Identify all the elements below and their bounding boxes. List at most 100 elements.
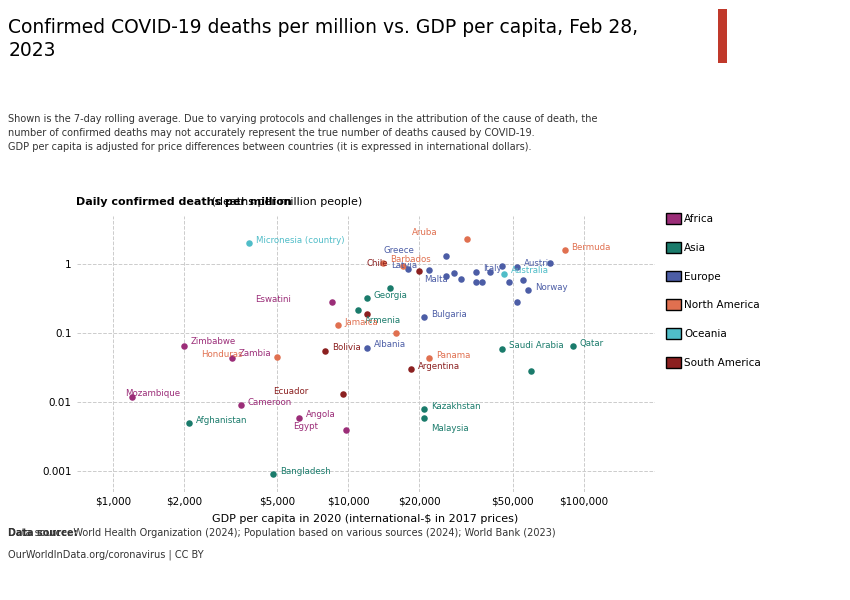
Text: Bermuda: Bermuda (571, 243, 611, 252)
Point (242, 239, 256, 248)
Text: Oceania: Oceania (684, 329, 727, 339)
Point (267, 470, 280, 479)
Point (319, 346, 332, 355)
Point (558, 245, 571, 255)
Text: Greece: Greece (383, 247, 414, 256)
Point (360, 343, 374, 352)
Text: Zambia: Zambia (239, 349, 271, 358)
Text: Malta: Malta (423, 275, 447, 284)
Text: South America: South America (684, 358, 761, 368)
Point (235, 401, 248, 410)
Point (125, 392, 139, 401)
Text: Norway: Norway (535, 283, 568, 292)
Text: Confirmed COVID-19 deaths per million vs. GDP per capita, Feb 28,
2023: Confirmed COVID-19 deaths per million vs… (8, 18, 638, 61)
Text: Africa: Africa (684, 214, 714, 224)
Text: Zimbabwe: Zimbabwe (190, 337, 236, 346)
Text: Panama: Panama (436, 350, 470, 359)
Text: Qatar: Qatar (580, 339, 604, 348)
Text: Jamaica: Jamaica (344, 318, 378, 327)
Point (360, 309, 374, 319)
Text: Micronesia (country): Micronesia (country) (257, 236, 345, 245)
Text: Honduras: Honduras (201, 350, 242, 359)
Point (376, 258, 389, 268)
Point (521, 286, 535, 295)
Text: Bangladesh: Bangladesh (280, 467, 331, 476)
Point (292, 413, 306, 422)
Text: Malaysia: Malaysia (431, 424, 468, 433)
Point (417, 413, 431, 422)
Text: Albania: Albania (374, 340, 406, 349)
Text: Australia: Australia (511, 266, 549, 275)
Text: Georgia: Georgia (374, 291, 408, 300)
Bar (718, 9, 727, 63)
Text: Data source: World Health Organization (2024); Population based on various sourc: Data source: World Health Organization (… (8, 528, 556, 538)
Point (469, 277, 483, 287)
Point (483, 267, 496, 277)
Point (325, 298, 338, 307)
Point (475, 277, 489, 287)
Text: Daily confirmed deaths per million: Daily confirmed deaths per million (76, 197, 292, 207)
Text: North America: North America (684, 301, 760, 310)
Point (496, 344, 509, 353)
Text: (deaths per million people): (deaths per million people) (208, 197, 362, 207)
Text: OurWorldInData.org/coronavirus | CC BY: OurWorldInData.org/coronavirus | CC BY (8, 549, 204, 559)
Text: Austria: Austria (524, 259, 554, 268)
Text: Armenia: Armenia (365, 316, 401, 325)
Text: Saudi Arabia: Saudi Arabia (509, 341, 564, 350)
X-axis label: GDP per capita in 2020 (international-$ in 2017 prices): GDP per capita in 2020 (international-$ … (212, 514, 518, 524)
Point (422, 265, 436, 275)
Point (454, 274, 468, 283)
Point (225, 353, 239, 362)
Point (351, 305, 365, 314)
Text: Egypt: Egypt (293, 422, 319, 431)
Point (337, 389, 350, 399)
Text: Shown is the 7-day rolling average. Due to varying protocols and challenges in t: Shown is the 7-day rolling average. Due … (8, 114, 598, 152)
Point (510, 262, 524, 272)
Point (339, 425, 353, 434)
Point (422, 353, 436, 362)
Point (270, 352, 284, 362)
Point (417, 313, 431, 322)
Point (461, 235, 474, 244)
Text: Europe: Europe (684, 272, 721, 281)
Text: Our World: Our World (750, 29, 802, 38)
Text: Bolivia: Bolivia (332, 343, 361, 352)
Point (524, 367, 538, 376)
Text: Chile: Chile (366, 259, 388, 268)
Text: Afghanistan: Afghanistan (196, 416, 247, 425)
Point (396, 261, 410, 271)
Text: Cameroon: Cameroon (248, 398, 292, 407)
Text: Bulgaria: Bulgaria (431, 310, 467, 319)
Point (331, 320, 344, 330)
Text: Asia: Asia (684, 243, 706, 253)
Text: Argentina: Argentina (418, 362, 460, 371)
Point (360, 293, 374, 303)
Point (469, 267, 483, 277)
Text: Italy: Italy (484, 265, 502, 274)
Point (566, 341, 580, 351)
Text: Mozambique: Mozambique (125, 389, 179, 398)
Point (516, 275, 530, 284)
Text: Aruba: Aruba (411, 228, 437, 237)
Point (177, 341, 190, 351)
Text: Data source:: Data source: (8, 528, 78, 538)
Text: Angola: Angola (306, 410, 336, 419)
Text: Eswatini: Eswatini (255, 295, 292, 304)
Point (496, 261, 509, 271)
Text: Kazakhstan: Kazakhstan (431, 401, 481, 410)
Point (439, 251, 453, 261)
Point (510, 298, 524, 307)
Point (447, 268, 461, 278)
Text: in Data: in Data (757, 45, 794, 54)
Point (383, 283, 397, 293)
Point (182, 418, 196, 428)
Point (417, 404, 431, 414)
Point (412, 266, 426, 276)
Point (401, 264, 415, 274)
Text: Barbados: Barbados (389, 256, 430, 265)
Point (497, 269, 511, 278)
Point (543, 258, 557, 268)
Point (502, 277, 515, 287)
Text: Ecuador: Ecuador (274, 387, 309, 396)
Point (389, 328, 403, 338)
